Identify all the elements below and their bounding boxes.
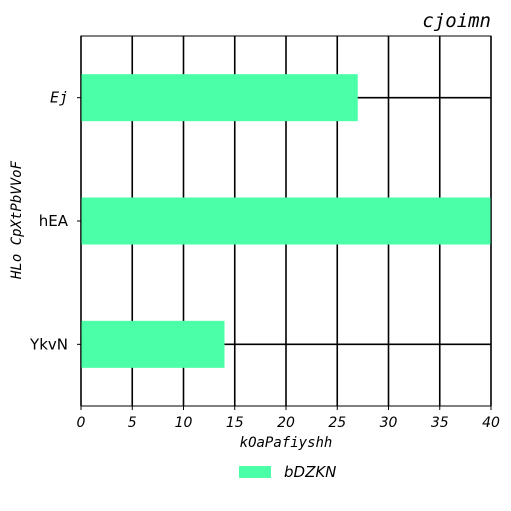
x-tick-label: 25 (328, 415, 346, 431)
y-tick-label: hEA (39, 212, 69, 230)
x-tick-label: 0 (77, 415, 86, 431)
x-tick-label: 20 (277, 415, 295, 431)
bar-Ej (81, 74, 358, 122)
x-tick-label: 35 (431, 415, 449, 431)
bars (81, 74, 491, 368)
plot-frame (80, 35, 492, 407)
y-axis-label: HLo CpXtPbVVoF (9, 160, 25, 280)
legend-label: bDZKN (284, 463, 336, 481)
axes (77, 35, 492, 410)
x-tick-label: 5 (128, 415, 137, 431)
y-tick-labels: Ej hEA YkvN (29, 89, 69, 354)
bar-YkvN (81, 320, 225, 368)
x-tick-label: 40 (482, 415, 500, 431)
x-axis-label: kOaPafiyshh (240, 435, 333, 451)
y-tick-label: Ej (50, 89, 68, 107)
legend: bDZKN (239, 463, 336, 481)
chart-title: cjoimn (422, 10, 491, 32)
legend-swatch (239, 466, 271, 478)
y-tick-label: YkvN (29, 335, 68, 353)
x-tick-label: 10 (175, 415, 193, 431)
x-tick-label: 15 (226, 415, 244, 431)
x-tick-label: 30 (380, 415, 398, 431)
bar-hEA (81, 197, 491, 245)
x-tick-labels: 0 5 10 15 20 25 30 35 40 (77, 415, 500, 431)
